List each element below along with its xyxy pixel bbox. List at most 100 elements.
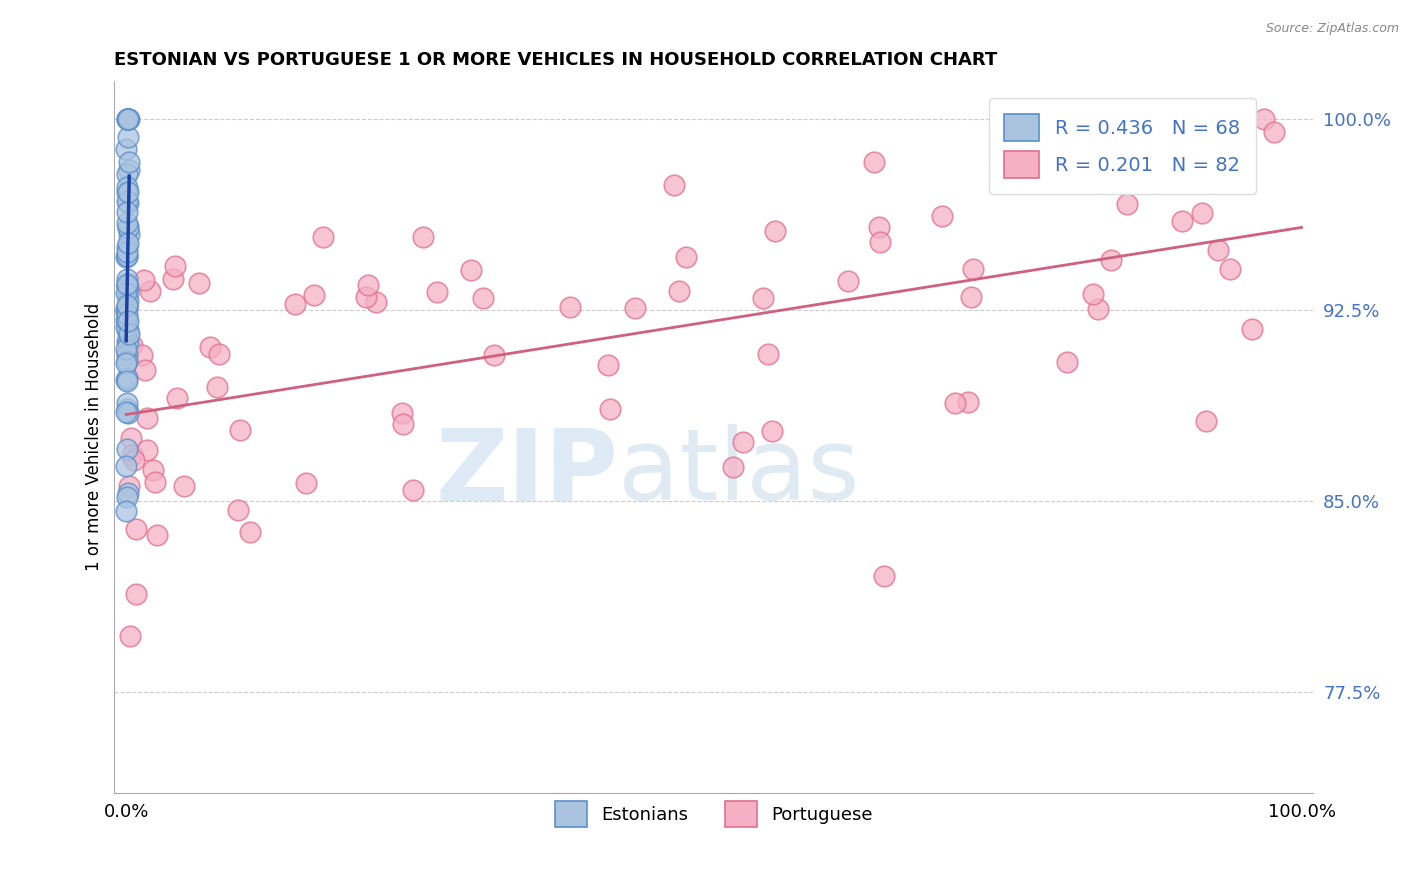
Point: [118, 327, 141, 342]
Point: [1191, 206, 1213, 220]
Point: [117, 130, 139, 145]
Point: [1206, 243, 1229, 257]
Point: [117, 285, 139, 300]
Point: [162, 272, 184, 286]
Point: [391, 406, 413, 420]
Point: [187, 276, 209, 290]
Point: [1241, 321, 1264, 335]
Point: [208, 347, 231, 361]
Point: [226, 502, 249, 516]
Point: [391, 417, 413, 431]
Point: [115, 143, 138, 157]
Point: [136, 411, 159, 425]
Point: [146, 528, 169, 542]
Point: [121, 448, 143, 462]
Point: [115, 286, 138, 301]
Point: [1087, 302, 1109, 317]
Point: [460, 263, 482, 277]
Point: [118, 227, 141, 241]
Point: [117, 301, 139, 315]
Point: [117, 186, 139, 200]
Point: [956, 394, 979, 409]
Point: [472, 291, 495, 305]
Point: [115, 278, 138, 293]
Point: [135, 442, 157, 457]
Point: [1081, 287, 1104, 301]
Point: [117, 185, 139, 199]
Point: [143, 475, 166, 490]
Point: [1219, 262, 1241, 277]
Point: [117, 323, 139, 337]
Point: [115, 112, 138, 127]
Point: [118, 162, 141, 177]
Text: ZIP: ZIP: [434, 425, 617, 522]
Point: [117, 112, 139, 127]
Point: [1194, 414, 1216, 428]
Point: [198, 340, 221, 354]
Point: [115, 442, 138, 456]
Point: [1143, 112, 1166, 127]
Point: [166, 392, 188, 406]
Point: [959, 290, 981, 304]
Point: [122, 453, 145, 467]
Point: [117, 196, 139, 211]
Point: [125, 522, 148, 536]
Point: [115, 180, 138, 194]
Point: [115, 277, 138, 291]
Point: [117, 220, 139, 235]
Point: [1171, 213, 1194, 227]
Point: [115, 356, 138, 370]
Point: [721, 459, 744, 474]
Point: [120, 630, 142, 644]
Point: [117, 479, 139, 493]
Point: [115, 458, 138, 473]
Point: [115, 490, 138, 504]
Point: [115, 301, 138, 316]
Point: [115, 345, 138, 359]
Point: [312, 230, 335, 244]
Point: [117, 235, 139, 250]
Point: [115, 504, 138, 518]
Point: [117, 375, 139, 389]
Point: [284, 296, 307, 310]
Point: [869, 235, 891, 250]
Point: [115, 298, 138, 312]
Point: [302, 287, 325, 301]
Point: [117, 336, 139, 351]
Point: [412, 229, 434, 244]
Point: [117, 406, 139, 420]
Point: [125, 587, 148, 601]
Point: [117, 112, 139, 127]
Point: [943, 395, 966, 409]
Point: [115, 343, 138, 357]
Point: [115, 278, 138, 293]
Point: [115, 405, 138, 419]
Point: [115, 249, 138, 263]
Point: [117, 294, 139, 309]
Point: [115, 278, 138, 293]
Point: [868, 220, 890, 235]
Text: atlas: atlas: [617, 425, 859, 522]
Point: [354, 290, 377, 304]
Point: [229, 423, 252, 437]
Text: ESTONIAN VS PORTUGUESE 1 OR MORE VEHICLES IN HOUSEHOLD CORRELATION CHART: ESTONIAN VS PORTUGUESE 1 OR MORE VEHICLE…: [114, 51, 998, 69]
Point: [668, 285, 690, 299]
Point: [134, 362, 156, 376]
Point: [115, 373, 138, 387]
Point: [295, 475, 318, 490]
Point: [117, 314, 139, 328]
Point: [115, 271, 138, 285]
Point: [752, 291, 775, 305]
Point: [115, 216, 138, 230]
Point: [115, 307, 138, 321]
Point: [117, 112, 139, 127]
Point: [173, 479, 195, 493]
Point: [1115, 197, 1137, 211]
Point: [117, 401, 139, 416]
Point: [115, 194, 138, 209]
Point: [117, 112, 139, 127]
Point: [117, 168, 139, 182]
Point: [1263, 126, 1285, 140]
Point: [117, 219, 139, 234]
Point: [733, 434, 755, 449]
